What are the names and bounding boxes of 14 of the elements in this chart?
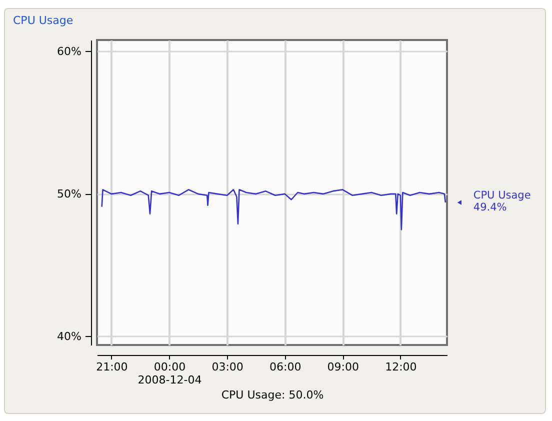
annotation: 49.4%: [473, 201, 507, 214]
x-tick-label: 09:00: [327, 360, 359, 374]
y-tick-label: 50%: [57, 187, 82, 200]
y-tick-label: 40%: [57, 330, 82, 343]
y-tick-label: 60%: [57, 44, 82, 58]
legend-label: CPU Usage: [473, 189, 531, 202]
x-tick-label: 03:00: [212, 360, 244, 374]
x-tick-label: 06:00: [269, 360, 302, 374]
x-tick-label: 00:00 2008-12-04: [138, 360, 202, 386]
text: CPU Usage: 50.0%: [221, 388, 324, 402]
x-tick-label: 12:00: [385, 360, 417, 374]
line-series: [101, 189, 446, 230]
chart-title: CPU Usage: [13, 14, 74, 27]
x-tick-label: 21:00: [96, 360, 128, 374]
